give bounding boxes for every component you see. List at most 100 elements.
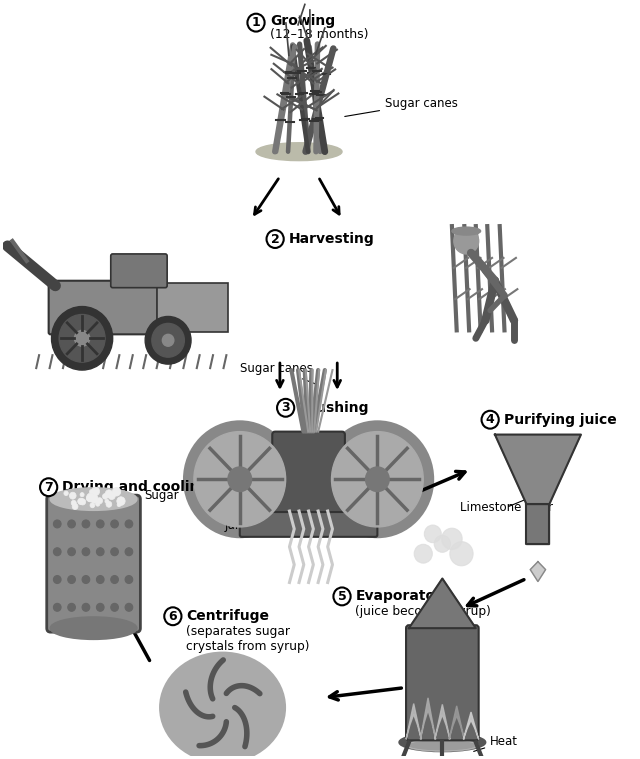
Circle shape <box>277 399 294 417</box>
Text: Harvesting: Harvesting <box>289 232 374 246</box>
Circle shape <box>332 432 423 527</box>
Text: 1: 1 <box>252 16 260 29</box>
Circle shape <box>92 496 98 503</box>
Ellipse shape <box>256 143 342 161</box>
Polygon shape <box>449 706 465 739</box>
Circle shape <box>105 490 113 498</box>
Text: Crushing: Crushing <box>299 401 369 414</box>
Circle shape <box>366 468 389 491</box>
Text: crystals from syrup): crystals from syrup) <box>186 640 310 653</box>
Circle shape <box>481 411 499 429</box>
Ellipse shape <box>51 488 136 510</box>
Circle shape <box>64 491 68 496</box>
Bar <box>157 282 228 332</box>
Text: Evaporator: Evaporator <box>355 590 442 603</box>
Circle shape <box>111 575 118 584</box>
Circle shape <box>74 330 90 346</box>
Circle shape <box>117 502 121 507</box>
Circle shape <box>79 499 86 505</box>
Circle shape <box>68 603 76 611</box>
Circle shape <box>145 317 191 364</box>
Circle shape <box>184 422 295 537</box>
Text: Purifying juice: Purifying juice <box>504 413 616 427</box>
Circle shape <box>248 14 264 32</box>
Polygon shape <box>531 562 545 581</box>
Circle shape <box>82 575 90 584</box>
Circle shape <box>450 542 473 565</box>
Circle shape <box>111 520 118 528</box>
Circle shape <box>69 492 76 499</box>
Circle shape <box>454 228 479 254</box>
Circle shape <box>51 307 113 370</box>
Circle shape <box>82 548 90 556</box>
Circle shape <box>125 603 132 611</box>
Polygon shape <box>420 698 436 739</box>
Circle shape <box>68 575 76 584</box>
Circle shape <box>442 528 462 550</box>
Circle shape <box>424 525 442 543</box>
Circle shape <box>53 575 61 584</box>
Circle shape <box>102 493 108 499</box>
Ellipse shape <box>51 617 136 639</box>
Circle shape <box>90 490 93 494</box>
Circle shape <box>164 607 182 625</box>
Ellipse shape <box>399 733 485 751</box>
Circle shape <box>113 487 121 496</box>
Text: 7: 7 <box>44 480 53 493</box>
Text: 6: 6 <box>168 609 177 622</box>
Ellipse shape <box>406 739 478 751</box>
Circle shape <box>97 575 104 584</box>
Polygon shape <box>406 704 421 739</box>
Polygon shape <box>463 712 479 739</box>
Text: Sugar: Sugar <box>111 489 179 504</box>
Circle shape <box>86 496 92 502</box>
FancyBboxPatch shape <box>272 432 345 512</box>
Text: 5: 5 <box>338 590 346 603</box>
Circle shape <box>82 520 90 528</box>
FancyBboxPatch shape <box>47 495 140 632</box>
FancyBboxPatch shape <box>111 254 167 288</box>
Polygon shape <box>435 704 450 739</box>
Circle shape <box>77 498 84 505</box>
Circle shape <box>93 496 97 500</box>
Text: 4: 4 <box>486 413 495 427</box>
Circle shape <box>163 334 174 346</box>
Circle shape <box>90 502 95 508</box>
Circle shape <box>125 520 132 528</box>
Circle shape <box>414 544 432 563</box>
Circle shape <box>322 422 433 537</box>
Circle shape <box>82 603 90 611</box>
Text: Heat: Heat <box>474 735 518 751</box>
Circle shape <box>111 548 118 556</box>
Circle shape <box>125 575 132 584</box>
Text: (separates sugar: (separates sugar <box>186 625 291 638</box>
Circle shape <box>125 548 132 556</box>
Circle shape <box>152 323 184 357</box>
Polygon shape <box>527 504 549 543</box>
Circle shape <box>68 548 76 556</box>
Text: 2: 2 <box>271 232 280 245</box>
Circle shape <box>53 520 61 528</box>
Circle shape <box>40 478 57 496</box>
Text: Limestone filter: Limestone filter <box>460 500 552 514</box>
FancyBboxPatch shape <box>240 505 378 537</box>
Text: (12–18 months): (12–18 months) <box>270 28 369 41</box>
Circle shape <box>105 499 109 503</box>
Ellipse shape <box>452 227 481 235</box>
Text: 3: 3 <box>282 402 290 414</box>
Circle shape <box>68 520 76 528</box>
Text: Centrifuge: Centrifuge <box>186 609 269 623</box>
Circle shape <box>228 468 252 491</box>
Text: Sugar canes: Sugar canes <box>240 362 316 384</box>
Circle shape <box>72 503 78 509</box>
Circle shape <box>90 494 98 502</box>
Circle shape <box>111 603 118 611</box>
Circle shape <box>108 492 115 499</box>
Text: Juice: Juice <box>225 519 287 534</box>
Circle shape <box>92 487 100 496</box>
Circle shape <box>116 496 125 505</box>
Circle shape <box>434 535 451 553</box>
FancyBboxPatch shape <box>406 625 479 740</box>
Circle shape <box>97 603 104 611</box>
Circle shape <box>53 548 61 556</box>
